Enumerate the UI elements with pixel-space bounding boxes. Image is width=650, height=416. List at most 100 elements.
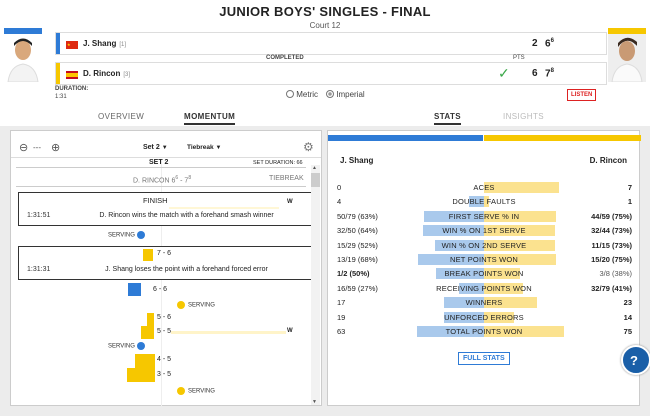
stat-label: Receiving Points Won [436, 283, 532, 293]
tab-momentum[interactable]: MOMENTUM [184, 112, 236, 125]
stat-label: Net Points Won [449, 255, 519, 264]
momentum-bar [171, 331, 286, 334]
stat-bar-player1 [443, 311, 484, 323]
full-stats-button[interactable]: FULL STATS [458, 352, 510, 365]
court-label: Court 12 [309, 21, 341, 30]
center-line [161, 160, 162, 406]
set-score-sup1: 6 [175, 175, 179, 181]
set-select[interactable]: Set 2 ▼ [143, 144, 168, 151]
stat-row: 0 Aces 7 [328, 181, 641, 195]
chevron-down-icon: ▼ [215, 145, 222, 151]
serving-label: SERVING [108, 232, 135, 239]
event-time: 1:31:51 [27, 212, 51, 219]
stat-bar-player2 [484, 182, 559, 193]
tennis-ball-icon [136, 231, 145, 239]
stat-right-value: 23 [623, 298, 632, 308]
stat-bar-player1 [422, 225, 484, 237]
stat-label: Double Faults [452, 197, 516, 207]
point-bar [135, 354, 155, 368]
scroll-down-icon[interactable]: ▼ [312, 399, 317, 405]
listen-button[interactable]: LISTEN [567, 89, 597, 101]
stat-label: Win % On 2nd Serve [441, 240, 527, 250]
duration-value: 1:31 [55, 94, 67, 100]
player2-seed: [3] [123, 72, 131, 78]
stat-row: 17 Winners 23 [328, 296, 641, 310]
winner-marker: W [287, 199, 293, 205]
player1-score-row[interactable]: ★ J. Shang [1] 2 66 [55, 32, 607, 55]
divider [16, 167, 306, 168]
player1-seed: [1] [119, 42, 127, 48]
tab-insights[interactable]: INSIGHTS [503, 112, 544, 121]
divider [11, 157, 321, 158]
player2-set2-games: 7 [545, 68, 551, 80]
stat-label: Win % On 1st Serve [442, 226, 526, 236]
stat-row: 50/79 (63%) First Serve % In 44/59 (75%) [328, 210, 641, 224]
event-text: D. Rincon wins the match with a forehand… [99, 212, 274, 219]
player2-score-row[interactable]: D. Rincon [3] ✓ 6 78 [55, 62, 607, 85]
momentum-timeline: SET 2 SET DURATION: 66 D. RINCON 66 - 78… [11, 158, 311, 406]
scroll-up-icon[interactable]: ▲ [312, 165, 317, 171]
match-status: COMPLETED [266, 55, 304, 61]
stat-row: 32/50 (64%) Win % On 1st Serve 32/44 (73%) [328, 224, 641, 238]
stat-bar-player1 [436, 268, 484, 280]
stat-label: Aces [473, 183, 495, 192]
player2-color-bar [608, 28, 646, 34]
game-score: 5 - 6 [157, 314, 172, 321]
point-bar [128, 283, 141, 296]
stat-row: 15/29 (52%) Win % On 2nd Serve 11/15 (73%) [328, 239, 641, 253]
tennis-ball-icon [177, 301, 185, 309]
stat-row: 16/59 (27%) Receiving Points Won 32/79 (41… [328, 282, 641, 296]
tab-overview[interactable]: OVERVIEW [98, 112, 145, 121]
player1-bar [56, 33, 60, 54]
stat-row: 63 Total Points Won 75 [328, 325, 641, 339]
tab-stats[interactable]: STATS [434, 112, 462, 125]
stat-right-value: 7 [627, 183, 632, 192]
scrollbar[interactable]: ▲ ▼ [311, 165, 320, 405]
stat-label: Break Points Won [444, 269, 524, 279]
zoom-out-icon[interactable]: ⊖ [19, 142, 29, 154]
page-title: JUNIOR BOYS' SINGLES - FINAL [219, 4, 431, 19]
stat-left-value: 15/29 (52%) [337, 240, 378, 250]
event-text: J. Shang loses the point with a forehand… [105, 266, 268, 273]
player1-avatar [4, 34, 42, 83]
duration-label: DURATION: [55, 86, 89, 92]
metric-radio[interactable]: Metric [286, 90, 318, 99]
player2-name-text: D. Rincon [83, 69, 121, 78]
imperial-radio[interactable]: Imperial [326, 90, 365, 99]
stat-right-value: 15/20 (75%) [591, 255, 632, 264]
settings-gear-icon[interactable]: ⚙ [303, 140, 314, 154]
momentum-bar [169, 207, 279, 209]
tennis-ball-icon [177, 387, 185, 395]
game-score: 5 - 5 [157, 328, 172, 335]
point-bar [143, 249, 153, 261]
game-score: 3 - 5 [157, 371, 172, 378]
set-duration: SET DURATION: 66 [253, 160, 303, 166]
point-bar [127, 368, 155, 382]
stat-right-value: 75 [623, 327, 632, 336]
stats-player1-name: J. Shang [340, 156, 374, 165]
zoom-in-icon[interactable]: ⊕ [51, 142, 61, 154]
stat-right-value: 32/44 (73%) [591, 226, 632, 236]
player1-color-bar [4, 28, 42, 34]
serving-indicator: SERVING [108, 231, 148, 239]
stat-right-value: 1 [627, 197, 632, 207]
chevron-down-icon: ▼ [161, 145, 168, 151]
stat-left-value: 63 [337, 327, 346, 336]
stat-row: 19 Unforced Errors 14 [328, 311, 641, 325]
event-time: 1:31:31 [27, 266, 51, 273]
stat-bar-player2 [484, 239, 555, 251]
stat-bar-player1 [458, 282, 484, 294]
scrollbar-thumb[interactable] [311, 173, 320, 187]
imperial-radio-icon [326, 90, 334, 98]
set-score-sup2: 8 [188, 175, 192, 181]
chat-help-icon: ? [630, 353, 638, 368]
player1-set2: 66 [545, 38, 554, 49]
stat-row: 13/19 (68%) Net Points Won 15/20 (75%) [328, 253, 641, 267]
stats-player2-name: D. Rincon [589, 156, 627, 165]
stat-left-value: 1/2 (50%) [337, 269, 370, 279]
stat-row: 4 Double Faults 1 [328, 195, 641, 209]
help-chat-button[interactable]: ? [621, 345, 650, 375]
spain-flag-icon [66, 71, 78, 79]
metric-radio-icon [286, 90, 294, 98]
tiebreak-select[interactable]: Tiebreak ▼ [187, 144, 221, 151]
